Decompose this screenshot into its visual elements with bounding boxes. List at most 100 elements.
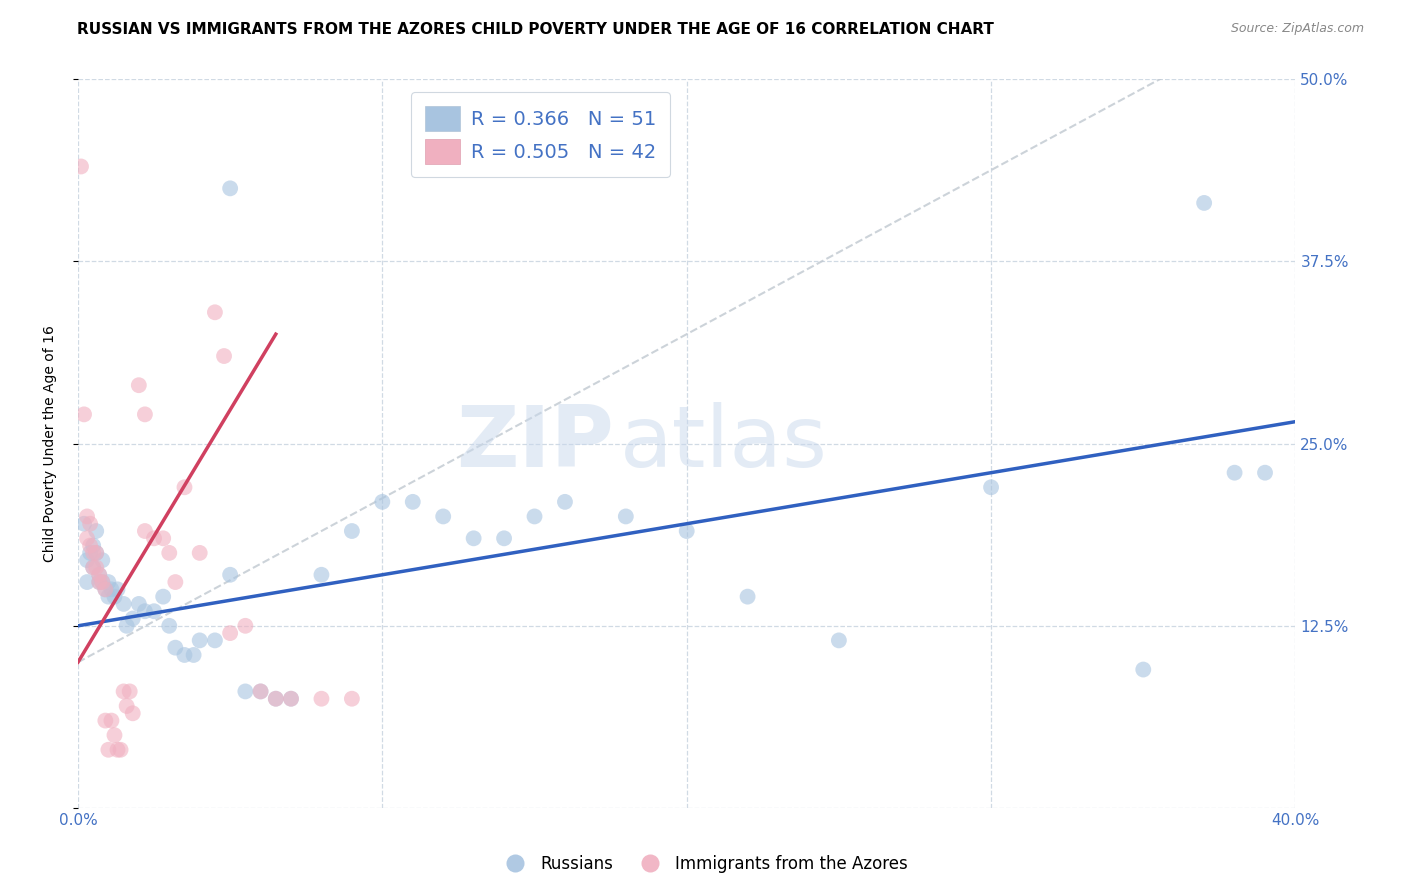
Point	[100, 714, 122, 728]
Point	[128, 597, 150, 611]
Point	[152, 531, 174, 545]
Point	[112, 597, 135, 611]
Point	[737, 590, 759, 604]
Point	[143, 604, 166, 618]
Y-axis label: Child Poverty Under the Age of 16: Child Poverty Under the Age of 16	[44, 325, 58, 562]
Point	[103, 590, 125, 604]
Point	[82, 539, 104, 553]
Point	[828, 633, 851, 648]
Point	[76, 575, 98, 590]
Point	[84, 524, 107, 538]
Point	[157, 546, 180, 560]
Point	[94, 582, 117, 597]
Point	[980, 480, 1002, 494]
Point	[143, 531, 166, 545]
Point	[280, 691, 302, 706]
Point	[212, 349, 235, 363]
Point	[432, 509, 454, 524]
Point	[280, 691, 302, 706]
Point	[84, 546, 107, 560]
Point	[134, 604, 156, 618]
Point	[264, 691, 287, 706]
Point	[157, 619, 180, 633]
Point	[107, 582, 129, 597]
Point	[219, 181, 242, 195]
Point	[110, 743, 132, 757]
Point	[84, 546, 107, 560]
Text: Source: ZipAtlas.com: Source: ZipAtlas.com	[1230, 22, 1364, 36]
Point	[94, 582, 117, 597]
Point	[1254, 466, 1277, 480]
Point	[97, 743, 120, 757]
Point	[494, 531, 516, 545]
Point	[97, 590, 120, 604]
Point	[128, 378, 150, 392]
Point	[249, 684, 271, 698]
Text: atlas: atlas	[620, 402, 828, 485]
Point	[100, 582, 122, 597]
Point	[76, 531, 98, 545]
Point	[89, 575, 111, 590]
Point	[97, 575, 120, 590]
Point	[1132, 663, 1154, 677]
Point	[70, 160, 93, 174]
Point	[219, 626, 242, 640]
Point	[340, 691, 363, 706]
Point	[311, 691, 333, 706]
Point	[173, 480, 195, 494]
Point	[463, 531, 485, 545]
Point	[76, 509, 98, 524]
Point	[614, 509, 637, 524]
Point	[554, 495, 576, 509]
Point	[115, 619, 138, 633]
Point	[165, 640, 187, 655]
Point	[264, 691, 287, 706]
Point	[118, 684, 141, 698]
Point	[249, 684, 271, 698]
Point	[79, 516, 101, 531]
Point	[204, 633, 226, 648]
Point	[73, 408, 96, 422]
Point	[235, 619, 257, 633]
Point	[219, 567, 242, 582]
Point	[91, 575, 114, 590]
Point	[82, 560, 104, 574]
Point	[107, 743, 129, 757]
Point	[311, 567, 333, 582]
Point	[79, 546, 101, 560]
Point	[188, 546, 211, 560]
Point	[675, 524, 697, 538]
Point	[134, 524, 156, 538]
Point	[183, 648, 205, 662]
Point	[1192, 195, 1215, 210]
Point	[89, 567, 111, 582]
Point	[402, 495, 425, 509]
Point	[121, 706, 143, 721]
Point	[235, 684, 257, 698]
Point	[371, 495, 394, 509]
Point	[121, 611, 143, 625]
Point	[73, 516, 96, 531]
Point	[204, 305, 226, 319]
Point	[340, 524, 363, 538]
Point	[1223, 466, 1246, 480]
Point	[134, 408, 156, 422]
Legend: Russians, Immigrants from the Azores: Russians, Immigrants from the Azores	[492, 848, 914, 880]
Point	[82, 546, 104, 560]
Point	[89, 567, 111, 582]
Point	[79, 539, 101, 553]
Point	[523, 509, 546, 524]
Point	[112, 684, 135, 698]
Point	[94, 714, 117, 728]
Point	[82, 560, 104, 574]
Text: ZIP: ZIP	[456, 402, 613, 485]
Point	[84, 560, 107, 574]
Point	[89, 575, 111, 590]
Point	[152, 590, 174, 604]
Point	[91, 553, 114, 567]
Point	[173, 648, 195, 662]
Point	[165, 575, 187, 590]
Legend: R = 0.366   N = 51, R = 0.505   N = 42: R = 0.366 N = 51, R = 0.505 N = 42	[411, 93, 671, 178]
Point	[91, 575, 114, 590]
Point	[188, 633, 211, 648]
